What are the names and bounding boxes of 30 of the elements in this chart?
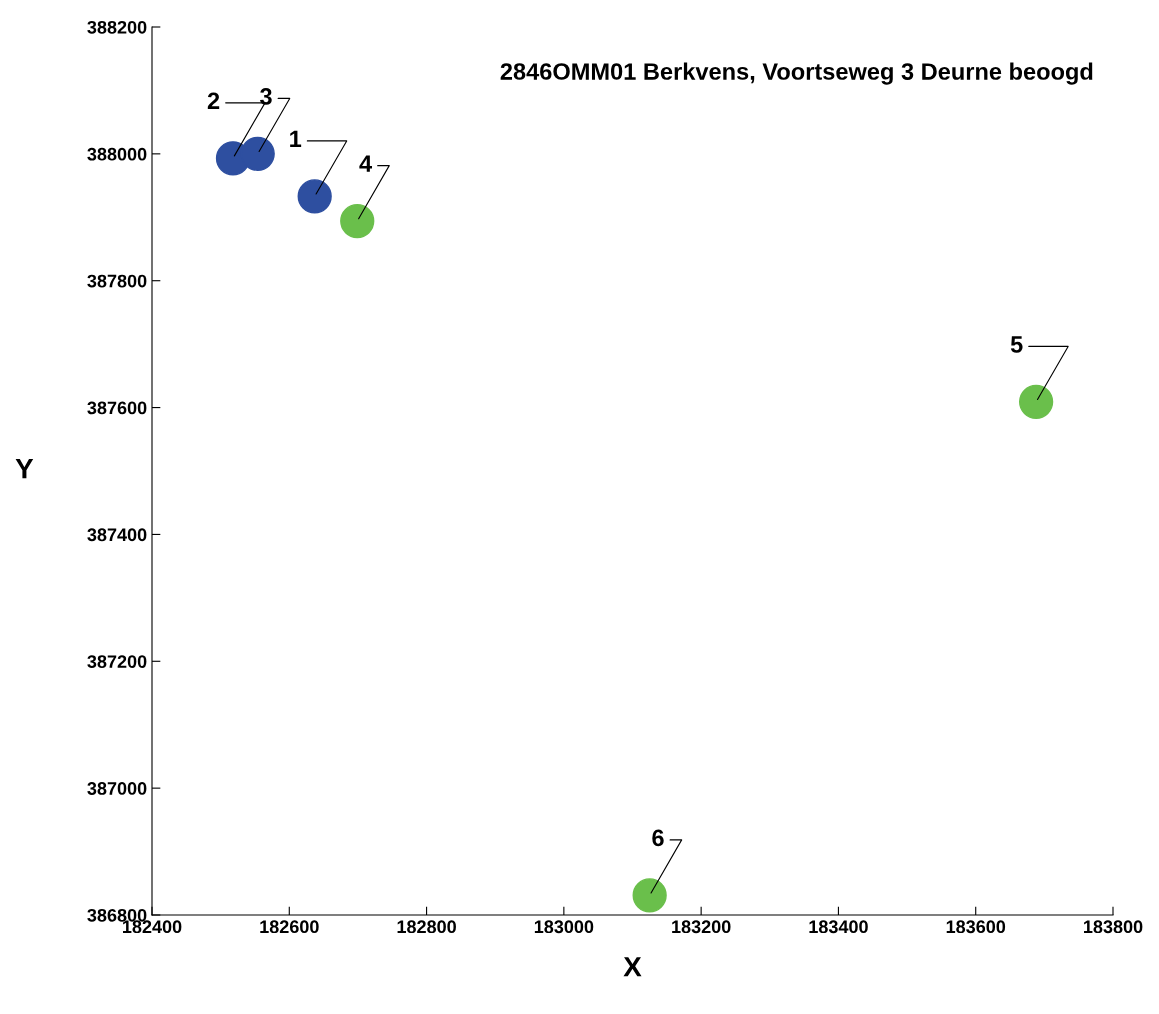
y-axis-title: Y xyxy=(15,459,34,479)
x-tick-label: 183000 xyxy=(534,920,594,934)
y-tick-label: 387200 xyxy=(87,655,147,669)
annotation: 1 xyxy=(290,130,302,148)
y-tick-label: 386800 xyxy=(87,908,147,922)
y-tick-label: 387400 xyxy=(87,528,147,542)
point xyxy=(340,203,375,239)
x-tick-label: 182800 xyxy=(397,920,456,934)
x-tick-label: 183800 xyxy=(1084,920,1143,934)
x-axis-title: X xyxy=(623,957,642,977)
annotation: 2 xyxy=(207,92,220,109)
annotation: 4 xyxy=(359,155,373,172)
x-tick-label: 183200 xyxy=(672,920,731,934)
x-tick-label: 183600 xyxy=(946,920,1006,934)
point xyxy=(632,878,667,913)
point xyxy=(1018,384,1054,419)
point xyxy=(297,179,332,214)
y-tick-label: 388000 xyxy=(87,147,147,161)
y-tick-label: 387000 xyxy=(87,782,147,795)
text: 2846OMM01 Berkvens, Voortseweg 3 Deurne beoogd xyxy=(500,62,1093,85)
annotation: 5 xyxy=(1010,336,1023,353)
x-tick-label: 182400 xyxy=(123,920,182,934)
x-tick-label: 182600 xyxy=(260,920,319,934)
point xyxy=(240,136,275,171)
x-tick-label: 183400 xyxy=(809,920,868,934)
y-tick-label: 388200 xyxy=(87,20,147,34)
y-tick-label: 387600 xyxy=(87,401,147,415)
y-tick-label: 387800 xyxy=(87,274,147,288)
annotation: 6 xyxy=(652,829,664,847)
annotation: 3 xyxy=(260,88,272,105)
